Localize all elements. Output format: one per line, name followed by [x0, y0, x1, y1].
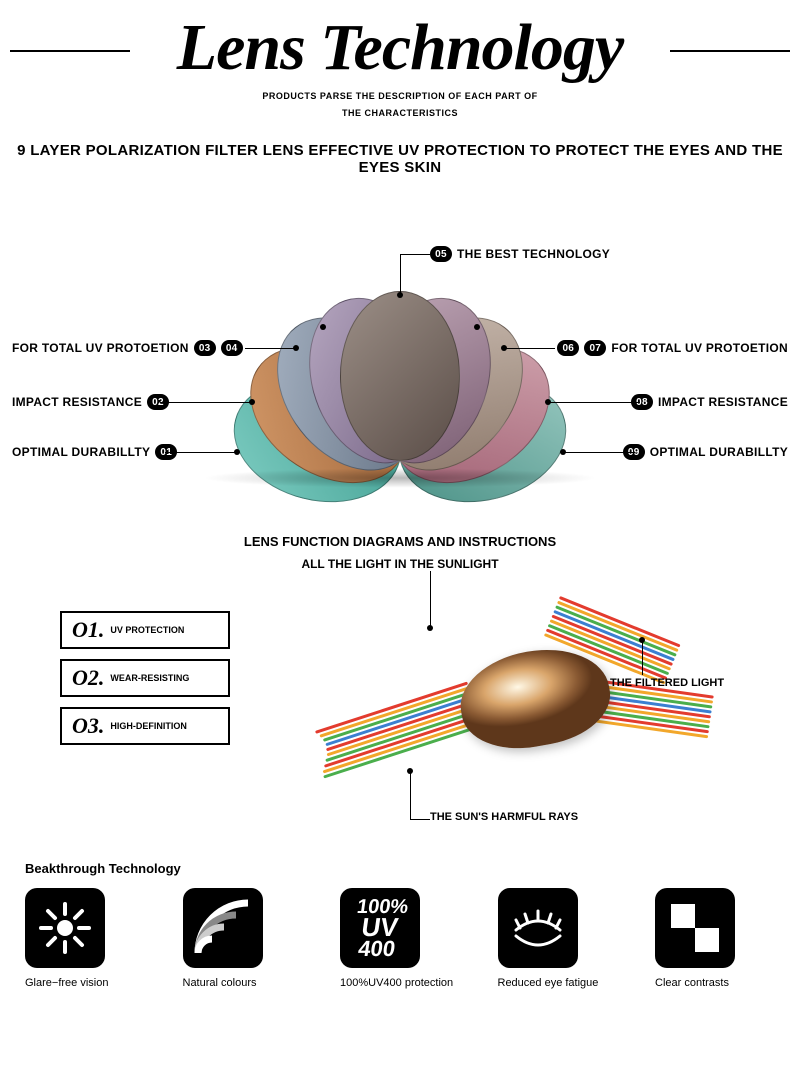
num-badge: 05	[430, 246, 452, 262]
fan-label-08: 08 IMPACT RESISTANCE	[631, 394, 788, 410]
breakthrough-section: Beakthrough Technology Glare−free vision…	[0, 851, 800, 1010]
num-badge: 04	[221, 340, 243, 356]
header: Lens Technology PRODUCTS PARSE THE DESCR…	[0, 0, 800, 134]
eyelash-icon	[498, 888, 578, 968]
num-badge: 07	[584, 340, 606, 356]
connector	[165, 452, 235, 453]
breakthrough-item: Clear contrasts	[655, 888, 775, 990]
connector	[400, 254, 401, 294]
lens-petal	[340, 291, 460, 461]
label-text: FOR TOTAL UV PROTOETION	[611, 341, 788, 355]
connector	[550, 402, 640, 403]
function-subtitle: ALL THE LIGHT IN THE SUNLIGHT	[0, 557, 800, 571]
fan-label-0304: FOR TOTAL UV PROTOETION 03 04	[12, 340, 243, 356]
header-rule-right	[670, 50, 790, 52]
fan-label-09: 09 OPTIMAL DURABILLTY	[623, 444, 788, 460]
function-box-1: O1. UV PROTECTION	[60, 611, 230, 649]
label-text: IMPACT RESISTANCE	[12, 395, 142, 409]
connector	[160, 402, 250, 403]
breakthrough-label: Glare−free vision	[25, 976, 145, 990]
breakthrough-label: Natural colours	[183, 976, 303, 990]
func-label: WEAR-RESISTING	[110, 673, 189, 683]
connector	[642, 641, 643, 675]
breakthrough-label: Reduced eye fatigue	[498, 976, 618, 990]
lens-fan-diagram: OPTIMAL DURABILLTY 01 IMPACT RESISTANCE …	[0, 176, 800, 516]
func-num: O2.	[72, 665, 104, 691]
page-title: Lens Technology	[0, 10, 800, 86]
lens-shape	[453, 639, 617, 759]
lens-function-diagram: O1. UV PROTECTION O2. WEAR-RESISTING O3.…	[0, 571, 800, 851]
connector-dot	[560, 449, 566, 455]
label-text: FOR TOTAL UV PROTOETION	[12, 341, 189, 355]
label-text: THE BEST TECHNOLOGY	[457, 247, 610, 261]
func-num: O1.	[72, 617, 104, 643]
fan-label-02: IMPACT RESISTANCE 02	[12, 394, 169, 410]
lens-assembly	[400, 611, 700, 811]
sun-icon	[25, 888, 105, 968]
header-rule-left	[10, 50, 130, 52]
breakthrough-title: Beakthrough Technology	[25, 861, 775, 876]
label-text: OPTIMAL DURABILLTY	[12, 445, 150, 459]
page-subtitle-2: THE CHARACTERISTICS	[0, 107, 800, 120]
annot-harmful: THE SUN'S HARMFUL RAYS	[430, 811, 578, 823]
function-box-3: O3. HIGH-DEFINITION	[60, 707, 230, 745]
breakthrough-label: 100%UV400 protection	[340, 976, 460, 990]
arcs-icon	[183, 888, 263, 968]
label-text: OPTIMAL DURABILLTY	[650, 445, 788, 459]
breakthrough-item: 100%UV400 100%UV400 protection	[340, 888, 460, 990]
connector	[400, 254, 430, 255]
breakthrough-item: Glare−free vision	[25, 888, 145, 990]
num-badge: 06	[557, 340, 579, 356]
fan-label-05: 05 THE BEST TECHNOLOGY	[430, 246, 610, 262]
banner-text: 9 LAYER POLARIZATION FILTER LENS EFFECTI…	[0, 134, 800, 176]
connector	[505, 348, 555, 349]
fan-label-0607: 06 07 FOR TOTAL UV PROTOETION	[557, 340, 788, 356]
fan-shadow	[120, 464, 680, 492]
label-text: IMPACT RESISTANCE	[658, 395, 788, 409]
function-box-list: O1. UV PROTECTION O2. WEAR-RESISTING O3.…	[60, 611, 230, 755]
function-title: LENS FUNCTION DIAGRAMS AND INSTRUCTIONS	[0, 534, 800, 549]
connector	[410, 819, 430, 820]
connector	[410, 771, 411, 819]
breakthrough-item: Reduced eye fatigue	[498, 888, 618, 990]
annot-filtered: THE FILTERED LIGHT	[610, 677, 724, 689]
page-subtitle-1: PRODUCTS PARSE THE DESCRIPTION OF EACH P…	[0, 90, 800, 103]
func-num: O3.	[72, 713, 104, 739]
func-label: HIGH-DEFINITION	[110, 721, 187, 731]
uv400-icon: 100%UV400	[340, 888, 420, 968]
breakthrough-item: Natural colours	[183, 888, 303, 990]
connector	[565, 452, 635, 453]
checker-icon	[655, 888, 735, 968]
connector	[245, 348, 295, 349]
breakthrough-label: Clear contrasts	[655, 976, 775, 990]
func-label: UV PROTECTION	[110, 625, 184, 635]
num-badge: 03	[194, 340, 216, 356]
fan-label-01: OPTIMAL DURABILLTY 01	[12, 444, 177, 460]
function-box-2: O2. WEAR-RESISTING	[60, 659, 230, 697]
